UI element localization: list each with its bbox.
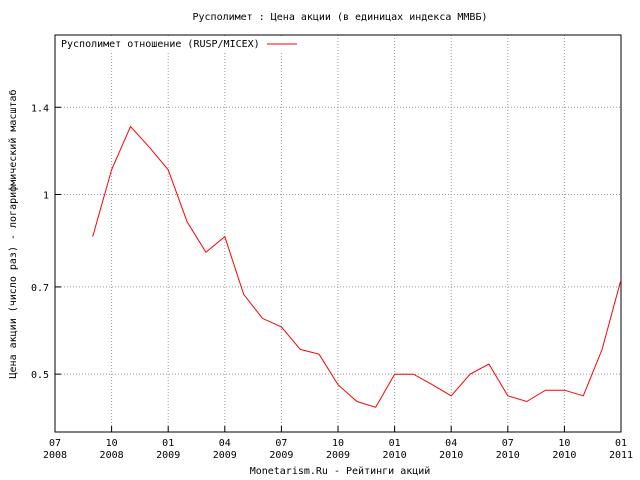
x-tick-label: 07 2010 <box>496 438 520 461</box>
x-tick-label: 10 2008 <box>100 438 124 461</box>
plot-frame <box>54 34 622 433</box>
chart-title: Русполимет : Цена акции (в единицах инде… <box>192 12 487 23</box>
y-tick-label: 1 <box>43 190 49 201</box>
data-line <box>92 125 622 408</box>
x-tick-label: 07 2009 <box>269 438 293 461</box>
y-tick-label: 0.5 <box>31 370 49 381</box>
legend-background <box>59 38 289 51</box>
x-tick-label: 01 2009 <box>156 438 180 461</box>
x-tick-label: 01 2010 <box>383 438 407 461</box>
x-tick-label: 04 2010 <box>439 438 463 461</box>
x-tick-label: 10 2009 <box>326 438 350 461</box>
x-axis-label: Monetarism.Ru - Рейтинги акций <box>250 465 431 477</box>
y-tick-label: 1.4 <box>31 103 49 114</box>
legend-label: Русполимет отношение (RUSP/MICEX) <box>61 39 260 50</box>
y-axis-label: Цена акции (число раз) - логарифмический… <box>7 90 19 379</box>
x-tick-label: 01 2011 <box>609 438 633 461</box>
x-tick-label: 10 2010 <box>552 438 576 461</box>
x-tick-label: 07 2008 <box>43 438 67 461</box>
x-tick-label: 04 2009 <box>213 438 237 461</box>
y-tick-label: 0.7 <box>31 283 49 294</box>
